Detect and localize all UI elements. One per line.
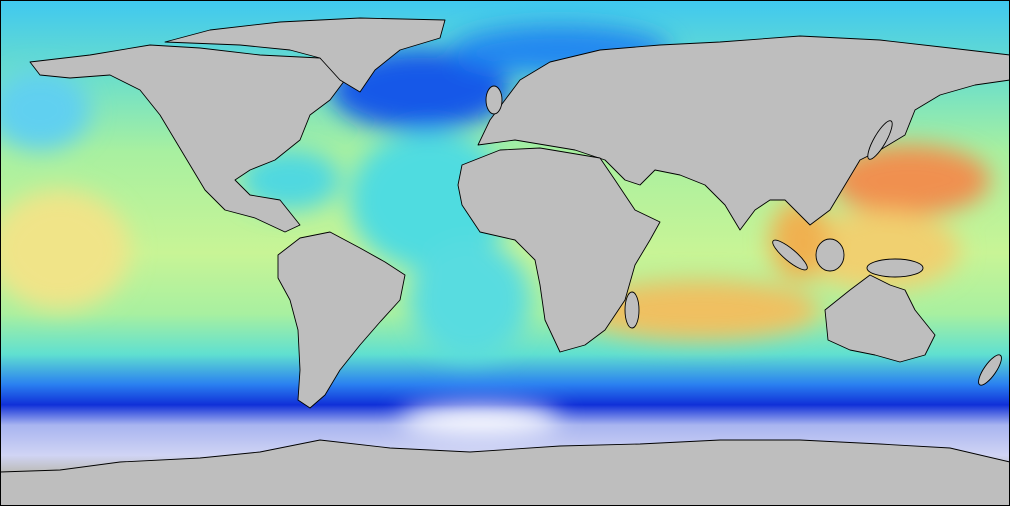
new-zealand bbox=[978, 354, 1002, 386]
ocean-patches bbox=[0, 25, 990, 435]
sumatra bbox=[772, 239, 808, 271]
africa bbox=[457, 147, 661, 353]
north-america bbox=[29, 44, 346, 233]
britain bbox=[485, 85, 503, 115]
madagascar bbox=[624, 291, 640, 329]
australia bbox=[824, 274, 936, 363]
eurasia bbox=[477, 35, 1010, 231]
japan bbox=[867, 120, 893, 160]
borneo bbox=[815, 238, 845, 272]
greenland bbox=[164, 17, 446, 93]
antarctica bbox=[0, 439, 1010, 506]
new-guinea bbox=[866, 258, 924, 278]
land bbox=[0, 17, 1010, 506]
south-america bbox=[277, 231, 406, 409]
